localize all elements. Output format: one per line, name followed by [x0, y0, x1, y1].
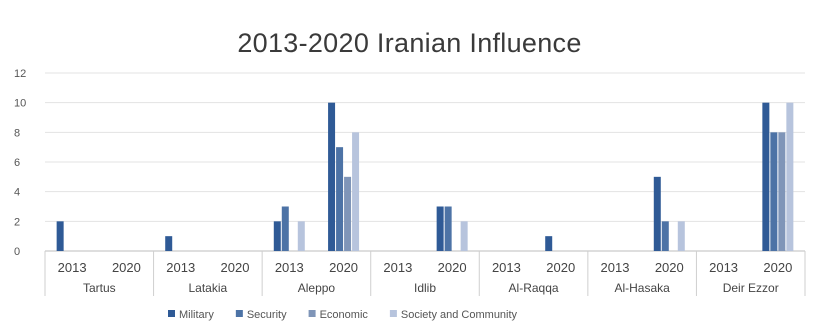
bar [762, 102, 770, 252]
x-group-label: Al-Hasaka [614, 281, 670, 295]
y-tick-label: 10 [14, 98, 26, 110]
bar [344, 176, 352, 251]
y-tick-label: 8 [14, 127, 20, 139]
x-group-label: Aleppo [298, 281, 336, 295]
x-group-label: Latakia [189, 281, 228, 295]
x-tick-label-year: 2020 [329, 260, 358, 275]
x-tick-label-year: 2020 [763, 260, 792, 275]
legend-swatch [389, 310, 397, 317]
legend-label: Society and Community [401, 309, 518, 321]
bar [661, 221, 669, 251]
legend-swatch [235, 310, 243, 317]
legend-label: Economic [320, 309, 369, 321]
y-tick-label: 4 [14, 187, 20, 199]
bar [460, 221, 468, 251]
bar [786, 102, 794, 252]
y-tick-label: 0 [14, 246, 20, 258]
bar [352, 132, 360, 251]
chart-title: 2013-2020 Iranian Influence [237, 28, 582, 58]
x-group-label: Tartus [83, 281, 116, 295]
y-tick-label: 6 [14, 157, 20, 169]
x-tick-label-year: 2020 [438, 260, 467, 275]
y-tick-label: 12 [14, 68, 26, 80]
x-tick-label-year: 2013 [58, 260, 87, 275]
legend-label: Military [179, 309, 214, 321]
bar [444, 206, 452, 251]
bar [273, 221, 281, 251]
x-tick-label-year: 2013 [166, 260, 195, 275]
x-tick-label-year: 2020 [221, 260, 250, 275]
x-tick-label-year: 2020 [655, 260, 684, 275]
x-tick-label-year: 2013 [492, 260, 521, 275]
x-group-label: Al-Raqqa [509, 281, 559, 295]
bar [297, 221, 305, 251]
x-tick-label-year: 2013 [709, 260, 738, 275]
bar [653, 176, 661, 251]
bar [56, 221, 64, 251]
bar [328, 102, 336, 252]
x-tick-label-year: 2020 [546, 260, 575, 275]
x-tick-label-year: 2020 [112, 260, 141, 275]
bar [778, 132, 786, 251]
legend-label: Security [247, 309, 287, 321]
legend-swatch [308, 310, 316, 317]
bar [770, 132, 778, 251]
bar [336, 147, 344, 251]
bar [436, 206, 444, 251]
y-tick-label: 2 [14, 216, 20, 228]
bar [165, 236, 173, 251]
x-tick-label-year: 2013 [383, 260, 412, 275]
x-group-label: Deir Ezzor [723, 281, 779, 295]
legend-swatch [168, 310, 175, 317]
bar [281, 206, 289, 251]
x-group-label: Idlib [414, 281, 436, 295]
x-tick-label-year: 2013 [275, 260, 304, 275]
bar [545, 236, 553, 251]
x-tick-label-year: 2013 [601, 260, 630, 275]
bar [677, 221, 685, 251]
